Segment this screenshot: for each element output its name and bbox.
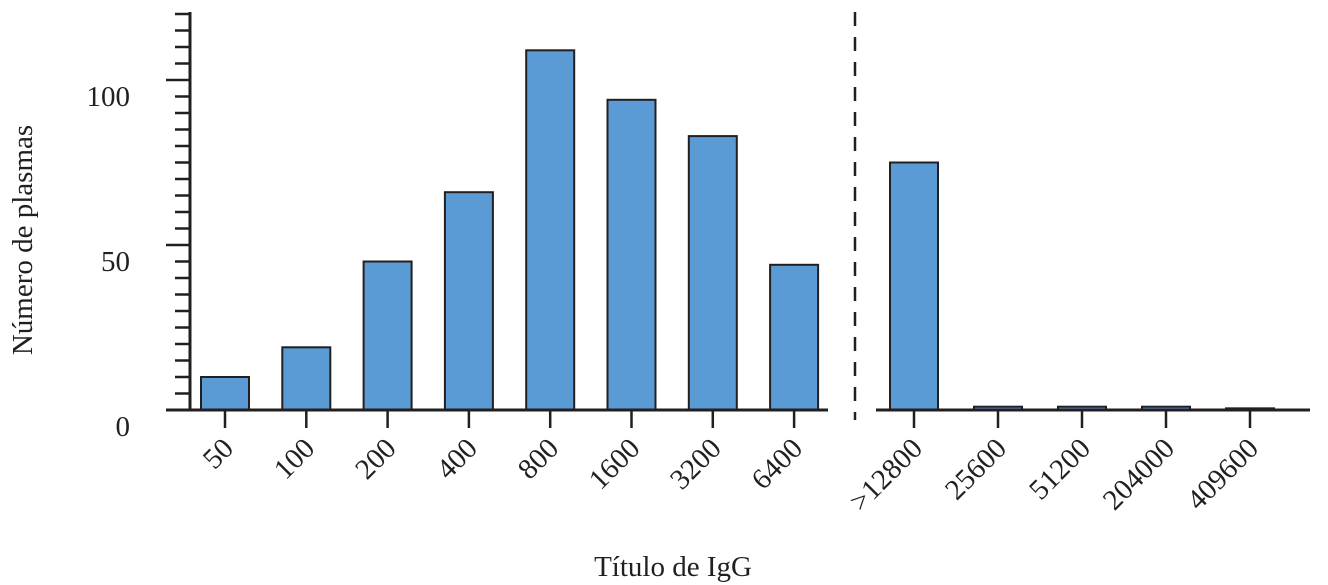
bar-3200 xyxy=(687,135,738,411)
bar-1600 xyxy=(606,98,657,412)
x-tick-label: 800 xyxy=(512,432,565,485)
bar-100 xyxy=(281,346,332,411)
bar-200 xyxy=(362,260,413,411)
y-tick-label: 50 xyxy=(101,246,130,278)
bars-layer xyxy=(200,49,1275,412)
x-tick-label: 400 xyxy=(430,432,483,485)
y-tick-label: 0 xyxy=(116,411,131,443)
labels-layer: 0 50 100 50 100 200 400 800 1600 3200 6400 >12800 25… xyxy=(87,81,1265,518)
x-tick-label: 409600 xyxy=(1181,432,1265,516)
x-tick-label: 200 xyxy=(349,432,402,485)
bar-50 xyxy=(200,376,250,411)
axes-layer xyxy=(166,12,1310,428)
x-axis-title: Título de IgG xyxy=(594,551,752,583)
x-tick-label: 1600 xyxy=(583,432,647,496)
bar-400 xyxy=(443,191,494,411)
x-tick-label: 3200 xyxy=(664,432,728,496)
x-tick-label: 100 xyxy=(268,432,321,485)
x-tick-label: 50 xyxy=(197,432,240,475)
x-tick-label: >12800 xyxy=(843,432,928,517)
x-tick-label: 25600 xyxy=(939,432,1013,506)
y-tick-label: 100 xyxy=(87,81,131,113)
bar-12800 xyxy=(889,161,939,411)
x-tick-label: 6400 xyxy=(745,432,809,496)
y-axis-title: Número de plasmas xyxy=(7,125,39,355)
bar-800 xyxy=(525,49,576,412)
bar-6400 xyxy=(769,263,820,411)
x-tick-label: 51200 xyxy=(1023,432,1097,506)
x-tick-label: 204000 xyxy=(1097,432,1181,516)
